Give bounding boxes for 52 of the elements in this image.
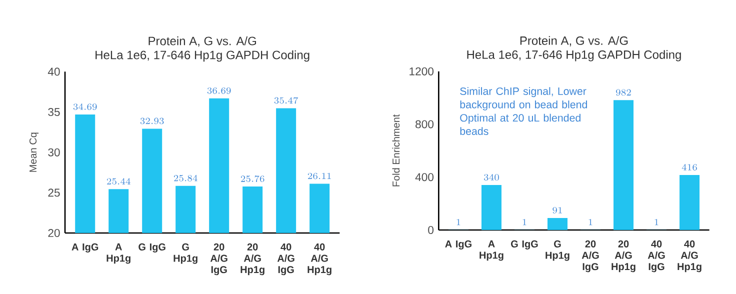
- x-tick-label: 40 A/G Hp1g: [308, 243, 332, 276]
- bar: [614, 100, 634, 230]
- y-tick-label: 40: [48, 68, 60, 76]
- chart-subtitle: HeLa 1e6, 17-646 Hp1g GAPDH Coding: [467, 50, 681, 62]
- data-label: 25 . 84: [174, 174, 198, 182]
- data-label: 34. 69: [73, 104, 97, 110]
- chart-subtitle: HeLa 1e6, 17-646 Hp1g GAPDH Coding: [96, 50, 310, 62]
- data-label: 416: [682, 164, 697, 170]
- bar: [547, 218, 568, 230]
- x-tick-label: 20 A/G Hp1g: [240, 243, 264, 276]
- y-tick-label: 800: [416, 120, 434, 128]
- y-tick-label: 400: [415, 173, 434, 182]
- y-tick-label: 25: [48, 188, 60, 197]
- chart-title: Protein A, G vs. A/G: [520, 36, 628, 46]
- x-tick-label: A Hp1g: [480, 240, 504, 261]
- x-tick-label: 20 A/G IgG: [210, 243, 228, 276]
- x-tick-label: G IgG: [138, 243, 166, 252]
- data-label: 1: [456, 218, 460, 226]
- x-tick-label: 40 A/G IgG: [277, 243, 294, 276]
- x-tick-label: A IgG: [445, 240, 472, 250]
- x-tick-label: G Hp1g: [546, 240, 570, 261]
- data-label: 1: [654, 218, 658, 226]
- annotation: Similar ChIP signal, Lower background on bead blend Optimal at 20 uL blended beads: [460, 87, 587, 135]
- data-label: 91: [552, 207, 562, 214]
- x-tick-label: G IgG: [511, 240, 538, 250]
- y-tick-label: 30: [48, 148, 60, 156]
- y-tick-label: 0: [428, 226, 434, 234]
- x-tick-label: 20 A/G IgG: [582, 240, 599, 272]
- chart-title: Protein A, G vs. A/G: [148, 36, 256, 47]
- x-tick-label: 20 A/G Hp1g: [612, 240, 636, 272]
- y-tick-label: 1200: [410, 67, 434, 76]
- x-tick-label: 40 A/G Hp1g: [678, 240, 702, 272]
- data-label: 1: [522, 218, 526, 226]
- data-label: 340: [484, 174, 499, 181]
- data-label: 36 . 69: [207, 87, 231, 94]
- y-axis-title: Mean Cq: [29, 132, 39, 172]
- data-label: 32 . 93: [140, 118, 164, 124]
- x-tick-label: 40 A/G IgG: [648, 240, 665, 272]
- x-tick-label: G Hp1g: [174, 243, 198, 264]
- x-tick-label: A Hp1g: [106, 243, 130, 264]
- bar: [481, 185, 502, 230]
- data-label: 35 .47: [274, 97, 298, 104]
- y-tick-label: 35: [48, 108, 60, 116]
- x-tick-label: A IgG: [72, 243, 98, 252]
- data-label: 1: [588, 218, 592, 226]
- data-label: 25 . 76: [240, 176, 264, 182]
- y-axis-title: Fold Enrichment: [392, 114, 400, 186]
- bar: [680, 175, 700, 230]
- data-label: 25 .44: [106, 178, 130, 185]
- data-label: 982: [616, 89, 631, 96]
- y-tick-label: 20: [48, 229, 60, 238]
- data-label: 26 . 11: [308, 172, 331, 180]
